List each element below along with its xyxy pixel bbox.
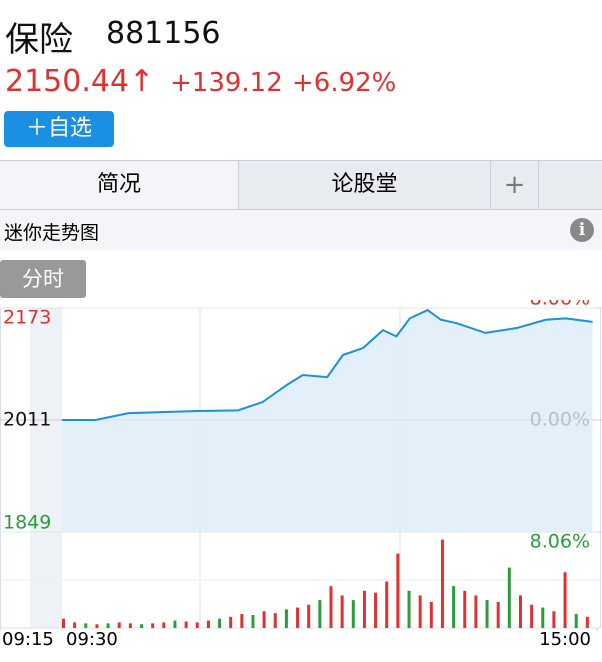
x-tick-label: 09:15 [2,629,54,650]
volume-bar [452,586,456,628]
volume-bar [518,595,522,628]
volume-bar [407,590,411,628]
stock-name: 保险 [5,20,73,60]
volume-bar [229,616,233,628]
y-tick-label: 2173 [3,307,51,329]
volume-bar [173,620,177,628]
x-tick-label: 09:30 [66,629,118,650]
volume-bar [84,623,88,628]
tab-bar: 简况 论股堂 + [0,160,602,210]
volume-bar [385,581,389,628]
premarket-band [30,308,62,628]
volume-bar [128,623,132,628]
section-bar: 迷你走势图 i [0,210,602,250]
info-icon[interactable]: i [570,218,594,242]
volume-bar [463,590,467,628]
volume-bar [585,616,589,628]
volume-bar [117,622,121,628]
volume-bar [496,601,500,628]
volume-bar [206,620,210,628]
volume-bar [62,618,65,628]
volume-bar [429,601,433,628]
volume-bar [284,609,288,628]
volume-bar [418,595,422,628]
volume-bar [396,553,400,628]
pct: +6.92% [292,68,397,98]
volume-bar [485,600,489,628]
volume-bar [541,607,545,628]
volume-bar [218,618,222,628]
y-tick-label: 2011 [3,409,51,431]
mode-button[interactable]: 分时 [0,260,86,298]
volume-bar [563,572,567,628]
volume-bar [95,624,99,628]
x-tick-label: 15:00 [539,629,591,650]
volume-bar [307,604,311,628]
volume-bar [106,623,110,628]
y-tick-label: 1849 [3,512,51,534]
price-area [62,310,593,532]
volume-bar [140,624,144,628]
volume-bar [440,539,444,628]
volume-bar [318,600,322,628]
volume-bar [262,611,266,628]
y2-tick-label: 8.06% [530,531,590,553]
change: +139.12 [170,68,283,98]
volume-bar [351,600,355,628]
tab[interactable]: 简况 [0,161,239,209]
stock-code: 881156 [106,16,221,51]
add-watch-button[interactable]: ＋自选 [4,111,114,147]
volume-bar [329,586,333,628]
price: 2150.44↑ [5,64,155,99]
tab-add[interactable]: + [491,161,539,209]
volume-bar [552,611,556,628]
price-line [62,308,593,421]
volume-bar [474,595,478,628]
volume-bar [296,607,300,628]
volume-bar [507,567,511,628]
volume-bar [240,614,244,628]
volume-bar [162,622,166,628]
volume-bar [340,595,344,628]
tab[interactable]: 论股堂 [239,161,491,209]
volume-bar [574,614,578,628]
section-title: 迷你走势图 [4,222,100,244]
volume-bar [73,622,77,628]
chart: 1849201121738.06%0.00%8.06%09:1509:3015:… [0,300,602,650]
volume-bar [251,614,255,628]
volume-bar [273,613,277,628]
volume-bar [195,622,199,628]
y2-tick-label: 8.06% [530,300,590,310]
volume-bar [151,623,155,628]
volume-bar [530,604,534,628]
volume-bar [374,592,378,628]
volume-bar [184,621,188,628]
volume-bar [362,590,366,628]
